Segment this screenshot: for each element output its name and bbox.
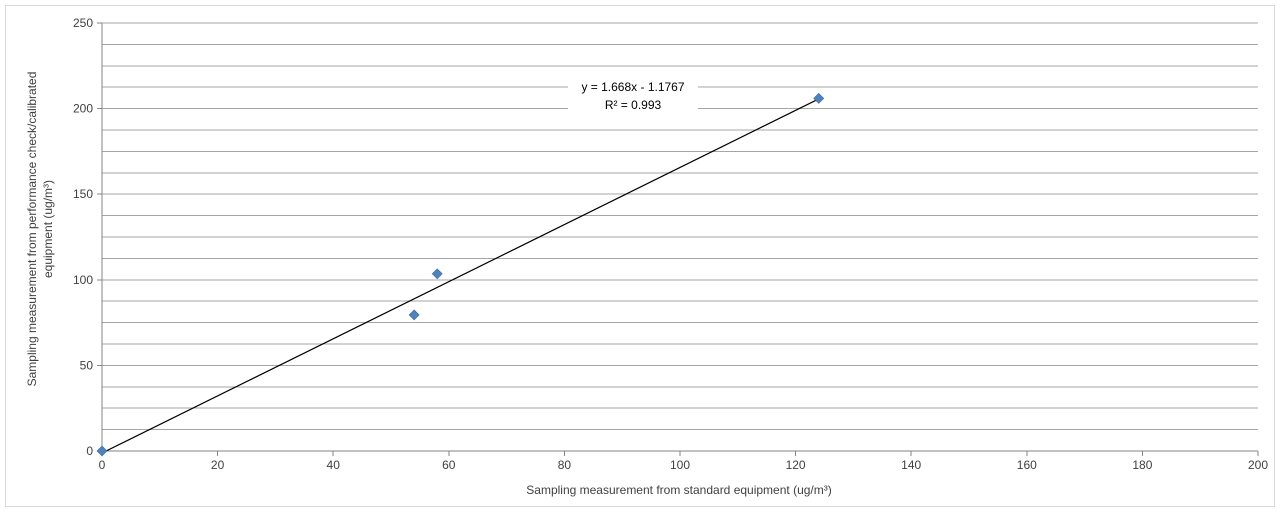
y-axis-title: Sampling measurement from performance ch… bbox=[25, 72, 55, 387]
x-tick-label: 160 bbox=[1017, 458, 1037, 472]
y-axis-title-line1: Sampling measurement from performance ch… bbox=[25, 72, 39, 387]
trendline-r2: R² = 0.993 bbox=[605, 98, 662, 112]
trendline bbox=[101, 98, 819, 454]
x-tick-label: 180 bbox=[1132, 458, 1152, 472]
y-tick-labels: 0 50 100 150 200 250 bbox=[73, 16, 102, 458]
x-tick-label: 60 bbox=[442, 458, 456, 472]
scatter-chart: 0 50 100 150 200 250 0 20 40 60 80 100 120 140 160 180… bbox=[25, 16, 1268, 497]
data-points bbox=[96, 92, 825, 457]
x-tick-label: 200 bbox=[1248, 458, 1268, 472]
data-point bbox=[96, 445, 108, 457]
trendline-equation: y = 1.668x - 1.1767 bbox=[581, 80, 684, 94]
y-tick-label: 0 bbox=[86, 444, 93, 458]
data-point bbox=[813, 92, 825, 104]
x-tick-label: 0 bbox=[99, 458, 106, 472]
y-tick-label: 250 bbox=[73, 16, 93, 30]
x-axis-title: Sampling measurement from standard equip… bbox=[526, 483, 831, 497]
y-tick-label: 150 bbox=[73, 187, 93, 201]
chart-frame: 0 50 100 150 200 250 0 20 40 60 80 100 120 140 160 180… bbox=[5, 5, 1275, 507]
data-point bbox=[431, 268, 443, 280]
data-point bbox=[408, 309, 420, 321]
x-tick-label: 40 bbox=[327, 458, 341, 472]
trendline-group bbox=[101, 98, 819, 454]
y-tick-label: 200 bbox=[73, 102, 93, 116]
y-tick-label: 100 bbox=[73, 273, 93, 287]
x-tick-label: 120 bbox=[786, 458, 806, 472]
y-axis-title-line2: equipment (ug/m³) bbox=[41, 180, 55, 278]
x-tick-label: 20 bbox=[211, 458, 225, 472]
y-tick-label: 50 bbox=[80, 358, 94, 372]
trendline-label: y = 1.668x - 1.1767 R² = 0.993 bbox=[568, 73, 698, 115]
trendline-label-bg bbox=[568, 73, 698, 115]
x-tick-label: 100 bbox=[670, 458, 690, 472]
x-tick-labels: 0 20 40 60 80 100 120 140 160 180 200 bbox=[99, 451, 1268, 472]
x-tick-label: 80 bbox=[558, 458, 572, 472]
x-tick-label: 140 bbox=[901, 458, 921, 472]
